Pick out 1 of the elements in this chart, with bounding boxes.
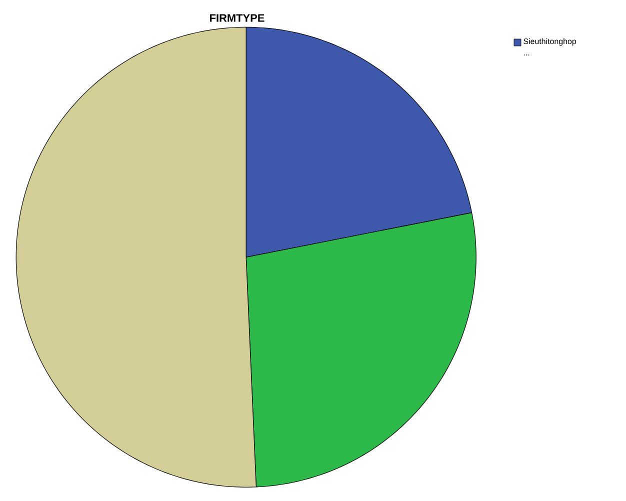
chart-title: FIRMTYPE: [210, 14, 264, 22]
